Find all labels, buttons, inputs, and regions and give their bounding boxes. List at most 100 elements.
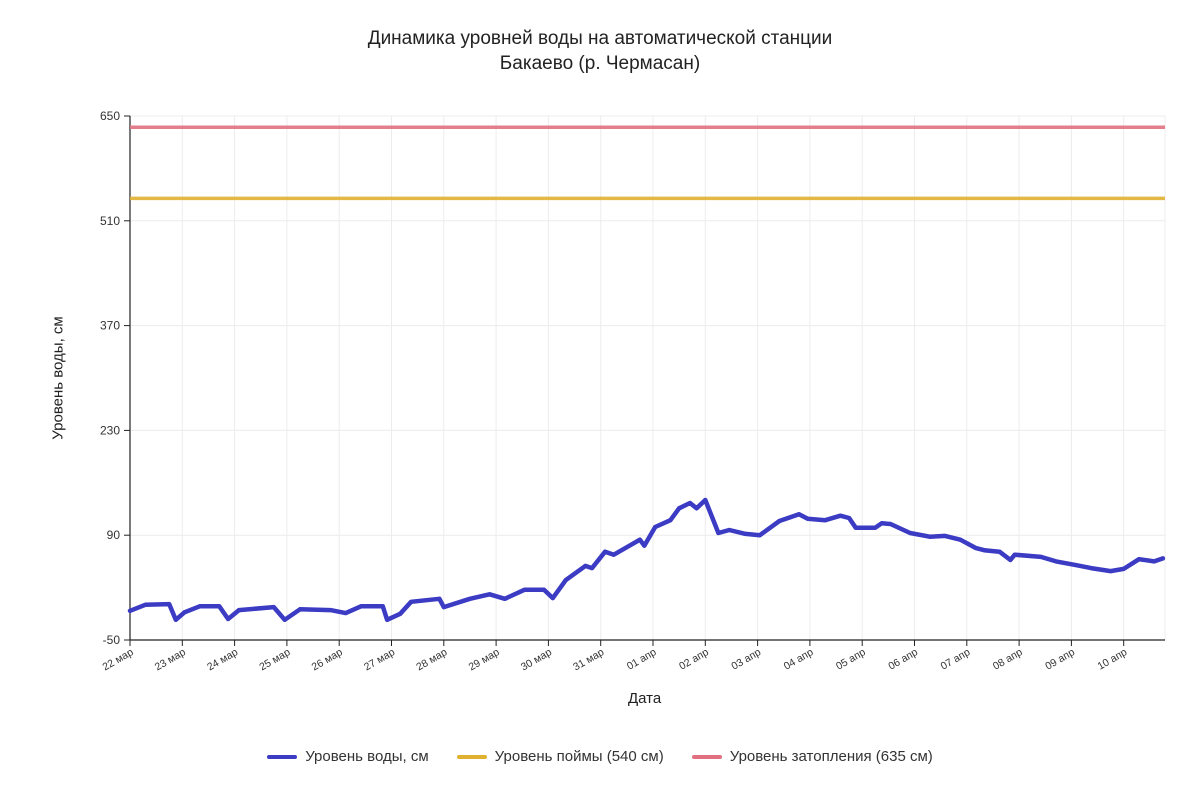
x-tick-label: 02 апр	[677, 646, 711, 672]
legend-label: Уровень поймы (540 см)	[494, 748, 664, 765]
water-level-point	[797, 512, 802, 517]
water-level-point	[128, 608, 132, 613]
water-level-line	[127, 497, 1166, 623]
water-level-point	[1160, 556, 1165, 561]
water-level-point	[502, 596, 507, 601]
water-level-point	[173, 617, 178, 622]
water-level-point	[703, 498, 708, 503]
water-level-point	[688, 501, 693, 506]
water-level-point	[1108, 569, 1113, 574]
water-level-point	[668, 518, 673, 523]
water-level-point	[742, 531, 747, 536]
water-level-point	[757, 533, 762, 538]
x-tick-label: 25 мар	[257, 646, 292, 673]
x-tick-label: 28 мар	[414, 646, 449, 673]
water-level-point	[973, 545, 978, 550]
water-level-point	[853, 525, 858, 530]
legend-item-flooding-level[interactable]: Уровень затопления (635 см)	[691, 748, 933, 765]
x-tick-label: 26 мар	[310, 646, 345, 673]
legend-item-water-level[interactable]: Уровень воды, см	[267, 748, 429, 765]
water-level-point	[236, 608, 241, 613]
water-level-point	[1038, 554, 1043, 559]
water-level-point	[1008, 557, 1013, 562]
water-level-point	[888, 521, 893, 526]
water-level-point	[563, 578, 568, 583]
water-level-point	[487, 592, 492, 597]
water-level-point	[611, 552, 616, 557]
legend-swatch	[691, 754, 722, 759]
x-tick-label: 08 апр	[991, 646, 1025, 672]
legend-label: Уровень затопления (635 см)	[729, 748, 933, 765]
water-level-point	[694, 506, 699, 511]
water-level-point	[1136, 557, 1141, 562]
water-level-point	[282, 617, 287, 622]
water-level-point	[716, 530, 721, 535]
water-level-point	[1012, 552, 1017, 557]
water-level-point	[805, 516, 810, 521]
x-tick-label: 09 апр	[1043, 646, 1077, 672]
x-tick-label: 10 апр	[1096, 646, 1130, 672]
y-tick-label: 230	[100, 423, 120, 437]
x-tick-label: 24 мар	[205, 646, 240, 673]
water-level-point	[197, 604, 202, 609]
water-level-point	[677, 506, 682, 511]
water-level-point	[838, 513, 843, 518]
water-level-point	[226, 617, 231, 622]
y-tick-label: -50	[103, 633, 121, 647]
water-level-point	[727, 527, 732, 532]
water-level-point	[847, 515, 852, 520]
water-level-point	[642, 543, 647, 548]
water-level-point	[927, 534, 932, 539]
legend-swatch	[267, 754, 298, 759]
x-tick-label: 05 апр	[834, 646, 868, 672]
x-tick-label: 31 мар	[571, 646, 606, 673]
x-tick-label: 30 мар	[519, 646, 554, 673]
water-level-point	[143, 602, 148, 607]
x-tick-label: 22 мар	[100, 646, 135, 673]
legend: Уровень воды, см Уровень поймы (540 см) …	[0, 748, 1200, 765]
water-level-point	[380, 604, 385, 609]
water-level-point	[167, 602, 172, 607]
chart-subtitle: Бакаево (р. Чермасан)	[499, 53, 701, 74]
water-level-point	[550, 596, 555, 601]
water-level-point	[653, 524, 658, 529]
legend-label: Уровень воды, см	[305, 748, 429, 765]
water-level-point	[823, 518, 828, 523]
y-axis-title: Уровень воды, см	[49, 316, 67, 440]
water-level-point	[637, 537, 642, 542]
y-tick-label: 650	[100, 109, 120, 123]
water-level-point	[603, 549, 608, 554]
water-level-point	[385, 617, 390, 622]
water-level-point	[908, 530, 913, 535]
water-level-point	[1121, 566, 1126, 571]
water-level-point	[467, 596, 472, 601]
x-tick-label: 04 апр	[782, 646, 816, 672]
y-tick-label: 370	[100, 319, 120, 333]
water-level-point	[589, 566, 594, 571]
water-level-point	[873, 525, 878, 530]
water-level-point	[958, 537, 963, 542]
water-level-point	[217, 604, 222, 609]
legend-item-floodplain-level[interactable]: Уровень поймы (540 см)	[456, 748, 664, 765]
water-level-point	[943, 533, 948, 538]
water-level-point	[182, 610, 187, 615]
water-level-point	[358, 604, 363, 609]
water-level-point	[1054, 559, 1059, 564]
water-level-point	[409, 599, 414, 604]
x-tick-label: 06 апр	[886, 646, 920, 672]
water-level-point	[982, 548, 987, 553]
x-tick-label: 29 мар	[467, 646, 502, 673]
water-level-point	[398, 611, 403, 616]
water-level-point	[777, 518, 782, 523]
x-tick-label: 23 мар	[153, 646, 188, 673]
water-level-point	[271, 605, 276, 610]
water-level-point	[328, 608, 333, 613]
water-level-point	[522, 587, 527, 592]
y-tick-label: 510	[100, 214, 120, 228]
water-level-point	[583, 563, 588, 568]
water-level-point	[1152, 559, 1157, 564]
chart-title: Динамика уровней воды на автоматической …	[367, 28, 833, 49]
y-tick-label: 90	[107, 528, 121, 542]
water-level-point	[1089, 566, 1094, 571]
